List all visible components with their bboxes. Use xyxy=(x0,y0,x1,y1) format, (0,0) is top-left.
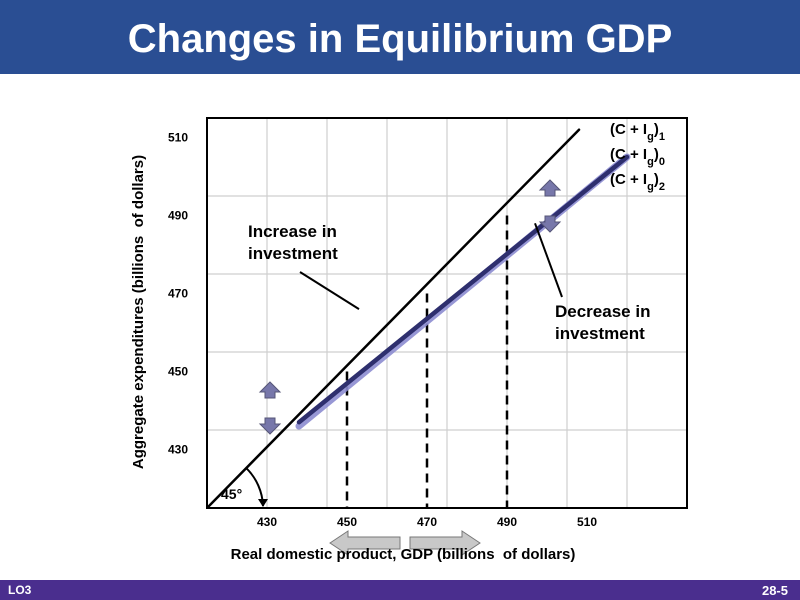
annotation-text: Increase in xyxy=(248,222,337,241)
y-tick-label: 490 xyxy=(168,209,188,223)
x-tick-label: 470 xyxy=(417,515,437,529)
shift-down-arrow xyxy=(538,215,562,233)
legend-item: (C + Ig)0 xyxy=(610,146,665,168)
footer-lo-label: LO3 xyxy=(8,583,32,597)
y-tick-label: 430 xyxy=(168,443,188,457)
y-axis-label: Aggregate expenditures (billions of doll… xyxy=(130,155,147,469)
right-arrow xyxy=(409,530,481,556)
angle-arrowhead xyxy=(258,499,268,507)
x-tick-label: 430 xyxy=(257,515,277,529)
shift-arrows xyxy=(258,179,562,435)
legend-item: (C + Ig)2 xyxy=(610,171,665,193)
annotations: Increase in investment Decrease in investme… xyxy=(248,222,650,343)
line-c-ig-2 xyxy=(297,155,629,424)
series-lines xyxy=(207,128,631,508)
footer-bar xyxy=(0,580,800,600)
annotation-text: Decrease in xyxy=(555,302,650,321)
y-tick-label: 470 xyxy=(168,287,188,301)
annotation-text: investment xyxy=(248,244,338,263)
equilibrium-drop-lines xyxy=(345,215,509,508)
x-tick-label: 450 xyxy=(337,515,357,529)
x-tick-label: 490 xyxy=(497,515,517,529)
shift-up-arrow xyxy=(258,381,282,399)
annotation-pointer xyxy=(299,271,360,310)
legend-item: (C + Ig)1 xyxy=(610,121,665,143)
y-ticks: 430 450 470 490 510 xyxy=(168,131,188,457)
angle-label: 45° xyxy=(221,486,242,502)
annotation-text: investment xyxy=(555,324,645,343)
page-title: Changes in Equilibrium GDP xyxy=(127,17,673,61)
y-tick-label: 510 xyxy=(168,131,188,145)
x-ticks: 430 450 470 490 510 xyxy=(257,515,597,529)
left-arrow xyxy=(329,530,401,556)
title-bar xyxy=(0,0,800,74)
x-tick-label: 510 xyxy=(577,515,597,529)
x-axis-label: Real domestic product, GDP (billions of … xyxy=(231,546,576,563)
legend: (C + Ig)1 (C + Ig)0 (C + Ig)2 xyxy=(610,121,665,193)
plot-frame xyxy=(206,117,688,509)
left-right-arrows xyxy=(329,530,481,556)
shift-up-arrow xyxy=(538,179,562,197)
footer-page-number: 28-5 xyxy=(761,583,788,598)
annotation-pointer xyxy=(534,222,563,298)
line-45-degree xyxy=(207,128,581,508)
y-tick-label: 450 xyxy=(168,365,188,379)
shift-down-arrow xyxy=(258,417,282,435)
